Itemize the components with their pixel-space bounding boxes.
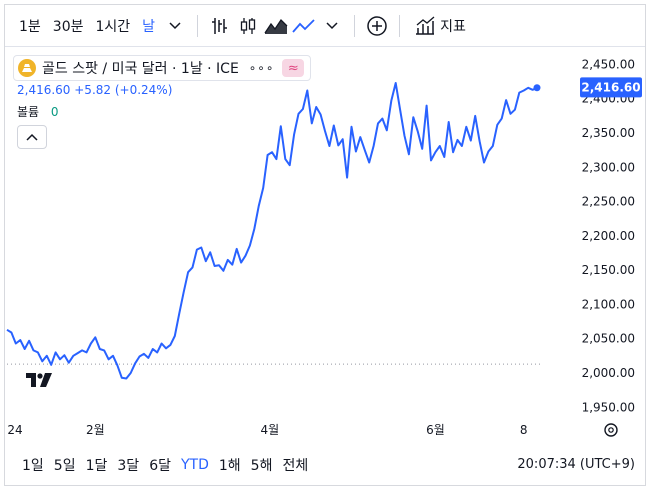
volume-label: 볼륨: [17, 105, 40, 119]
last-price-point: [533, 84, 541, 92]
axis-settings-gear-icon[interactable]: [604, 423, 618, 437]
bar-chart-type-icon[interactable]: [206, 11, 234, 41]
range-1y-button[interactable]: 1해: [218, 458, 241, 474]
range-1m-button[interactable]: 1달: [85, 458, 108, 474]
x-tick-label: 6월: [426, 423, 445, 437]
volume-value: 0: [50, 105, 59, 119]
x-tick-label: 4월: [260, 423, 279, 437]
chart-widget: 1분 30분 1시간 날 지표 2,450.: [4, 4, 646, 486]
interval-1min-button[interactable]: 1분: [19, 18, 41, 35]
toolbar-divider: [399, 14, 401, 37]
y-tick-label: 2,250.00: [582, 195, 635, 209]
interval-dropdown-chevron-down-icon[interactable]: [161, 11, 189, 41]
last-price-label-box: [580, 77, 642, 98]
collapse-legend-button[interactable]: [17, 125, 47, 149]
interval-day-button[interactable]: 날: [142, 18, 156, 35]
x-tick-label: 2월: [86, 423, 105, 437]
market-status-badge[interactable]: ≈: [282, 59, 305, 77]
y-tick-label: 2,450.00: [582, 57, 635, 71]
area-chart-type-icon[interactable]: [262, 11, 290, 41]
indicators-icon: [416, 16, 435, 35]
clock-timezone[interactable]: 20:07:34 (UTC+9): [517, 457, 635, 472]
y-tick-label: 2,350.00: [582, 126, 635, 140]
range-5d-button[interactable]: 5일: [53, 458, 76, 474]
indicators-button[interactable]: 지표: [408, 11, 472, 41]
range-1d-button[interactable]: 1일: [22, 458, 44, 474]
y-tick-label: 2,000.00: [582, 366, 635, 380]
chart-type-chevron-down-icon[interactable]: [318, 11, 346, 41]
toolbar-divider: [197, 14, 199, 37]
interval-1hour-button[interactable]: 1시간: [95, 18, 131, 35]
price-chart[interactable]: 2,450.002,400.002,350.002,300.002,250.00…: [5, 48, 645, 444]
compare-add-plus-icon[interactable]: [363, 11, 391, 41]
tradingview-logo-icon[interactable]: [25, 370, 53, 390]
candlestick-chart-type-icon[interactable]: [234, 11, 262, 41]
range-3m-button[interactable]: 3달: [117, 458, 140, 474]
y-tick-label: 2,050.00: [582, 332, 635, 346]
price-series-line[interactable]: [6, 82, 538, 380]
range-all-button[interactable]: 전체: [282, 458, 309, 474]
symbol-legend[interactable]: 골드 스팟 / 미국 달러 · 1날 · ICE ∘∘∘ ≈: [13, 55, 312, 81]
chevron-up-icon: [26, 133, 38, 141]
y-tick-label: 2,200.00: [582, 229, 635, 243]
y-tick-label: 1,950.00: [582, 400, 635, 414]
range-6m-button[interactable]: 6달: [149, 458, 171, 474]
range-5y-button[interactable]: 5해: [250, 458, 273, 474]
y-tick-label: 2,300.00: [582, 160, 635, 174]
x-tick-label: 8: [520, 423, 528, 437]
interval-30min-button[interactable]: 30분: [52, 18, 84, 35]
volume-readout: 볼륨 0: [17, 103, 59, 120]
y-tick-label: 2,150.00: [582, 263, 635, 277]
toolbar-divider: [354, 14, 356, 37]
gold-bars-icon: [18, 59, 36, 77]
range-bar: 1일 5일 1달 3달 6달 YTD 1해 5해 전체 20:07:34 (UT…: [5, 445, 645, 485]
symbol-title: 골드 스팟 / 미국 달러 · 1날 · ICE: [42, 61, 239, 77]
line-chart-type-icon[interactable]: [290, 11, 318, 41]
x-tick-label: 24: [7, 423, 22, 437]
last-price-label: 2,416.60: [581, 80, 640, 94]
range-ytd-button[interactable]: YTD: [180, 457, 209, 473]
indicators-label: 지표: [440, 18, 466, 35]
more-options-icon[interactable]: ∘∘∘: [248, 61, 275, 75]
price-change-readout: 2,416.60 +5.82 (+0.24%): [17, 83, 173, 97]
top-toolbar: 1분 30분 1시간 날 지표: [5, 5, 645, 47]
y-tick-label: 2,100.00: [582, 297, 635, 311]
